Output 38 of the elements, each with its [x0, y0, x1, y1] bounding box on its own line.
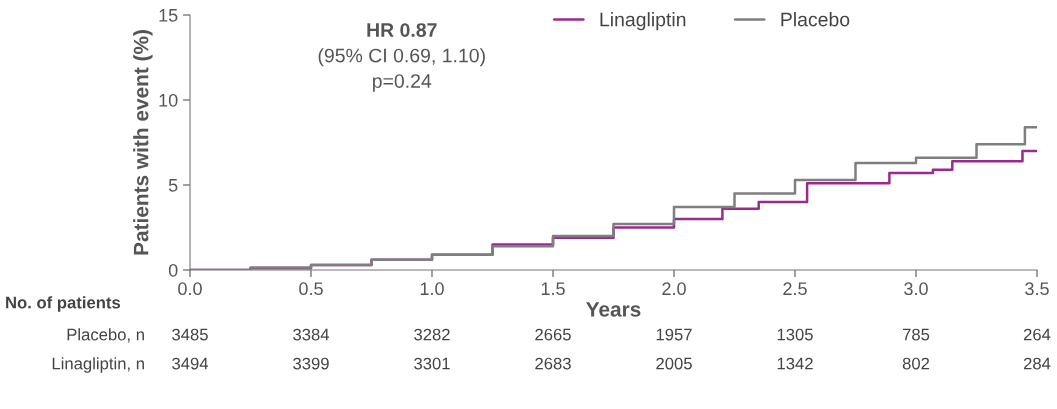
x-tick-label: 1.5 — [541, 282, 565, 296]
y-tick-label: 10 — [159, 93, 178, 107]
x-tick-label: 3.5 — [1025, 282, 1049, 296]
legend-label: Placebo — [781, 12, 850, 27]
text: Linagliptin, n — [52, 357, 144, 373]
y-axis-title: Patients with event (%) — [133, 30, 153, 255]
text: 3384 — [293, 328, 330, 341]
text: 785 — [902, 328, 930, 341]
legend-label: Linagliptin — [600, 12, 686, 31]
annotation: p=0.24 — [373, 74, 432, 92]
text: 802 — [902, 357, 930, 370]
x-tick-label: 2.5 — [783, 282, 807, 296]
y-tick-label: 0 — [168, 263, 178, 277]
text: 2665 — [535, 328, 571, 341]
text: Placebo, n — [67, 328, 144, 343]
text: 264 — [1023, 328, 1051, 341]
text: 3282 — [414, 328, 450, 341]
text: 3399 — [293, 357, 329, 370]
text: 3485 — [172, 328, 208, 341]
annotation: (95% CI 0.69, 1.10) — [318, 48, 485, 67]
x-tick-label: 3.0 — [904, 282, 928, 296]
annotation: HR 0.87 — [367, 23, 437, 37]
x-axis-title: Years — [586, 302, 641, 317]
text: 3301 — [414, 357, 450, 370]
text: 2683 — [535, 357, 571, 370]
text: No. of patients — [6, 296, 121, 312]
y-tick-label: 15 — [159, 9, 178, 22]
x-tick-label: 2.0 — [662, 282, 686, 296]
text: 1342 — [777, 357, 813, 370]
x-tick-label: 1.0 — [420, 282, 444, 296]
text: 284 — [1023, 357, 1051, 370]
text: 3494 — [172, 357, 209, 370]
text: 1957 — [656, 328, 692, 341]
y-tick-label: 5 — [168, 179, 178, 192]
text: 2005 — [656, 357, 692, 370]
x-tick-label: 0.0 — [178, 282, 202, 296]
x-tick-label: 0.5 — [299, 282, 323, 296]
text: 1305 — [777, 328, 813, 341]
